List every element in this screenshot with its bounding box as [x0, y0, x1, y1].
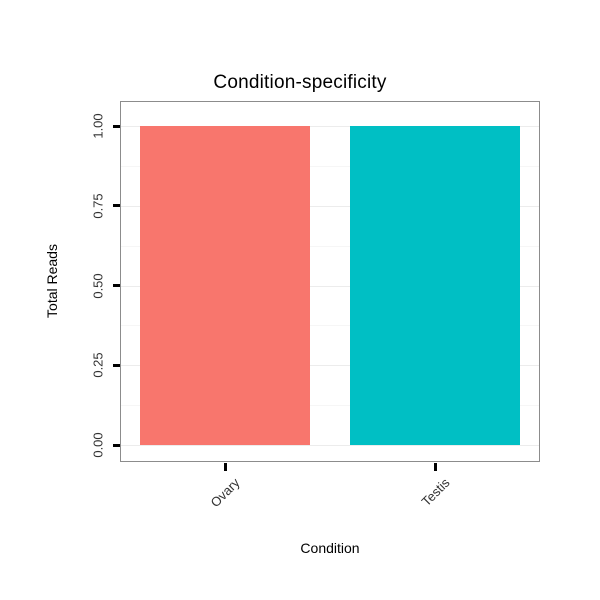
gridline-minor [121, 165, 539, 167]
gridline-major [121, 205, 539, 207]
gridline-major [121, 365, 539, 367]
gridline-major [121, 285, 539, 287]
y-tick-label: 0.75 [90, 193, 106, 219]
chart-title: Condition-specificity [213, 72, 387, 93]
gridline-major [121, 445, 539, 446]
x-tick-label: Testis [418, 475, 453, 510]
y-tick-label: 0.00 [90, 432, 106, 458]
gridline-minor [121, 245, 539, 247]
x-tick-label: Ovary [207, 475, 243, 511]
bar-ovary [140, 126, 310, 445]
y-tick-label: 1.00 [90, 113, 106, 139]
y-tick-label: 0.50 [90, 272, 106, 299]
x-tick-mark [433, 463, 437, 471]
gridline-major [121, 126, 539, 127]
y-axis-title: Total Reads [44, 244, 60, 318]
y-tick-mark [113, 443, 120, 447]
gridline-minor [121, 405, 539, 407]
y-tick-mark [113, 204, 120, 208]
x-tick-mark [223, 463, 227, 471]
y-tick-mark [113, 124, 120, 128]
y-tick-mark [113, 363, 120, 367]
bar-testis [350, 126, 520, 445]
y-tick-label: 0.25 [90, 352, 106, 378]
gridline-minor [121, 325, 539, 327]
y-tick-mark [113, 284, 120, 287]
x-axis-title: Condition [300, 540, 360, 556]
